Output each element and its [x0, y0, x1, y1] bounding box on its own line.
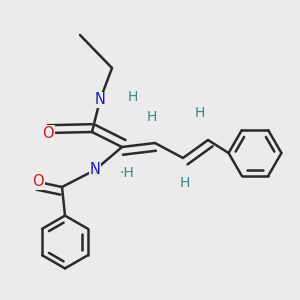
Text: ·H: ·H [120, 166, 134, 180]
Text: N: N [90, 163, 101, 178]
Text: H: H [128, 90, 138, 104]
Text: H: H [180, 176, 190, 190]
Text: O: O [32, 175, 44, 190]
Text: N: N [94, 92, 105, 107]
Text: O: O [42, 125, 54, 140]
Text: H: H [195, 106, 205, 120]
Text: H: H [147, 110, 157, 124]
